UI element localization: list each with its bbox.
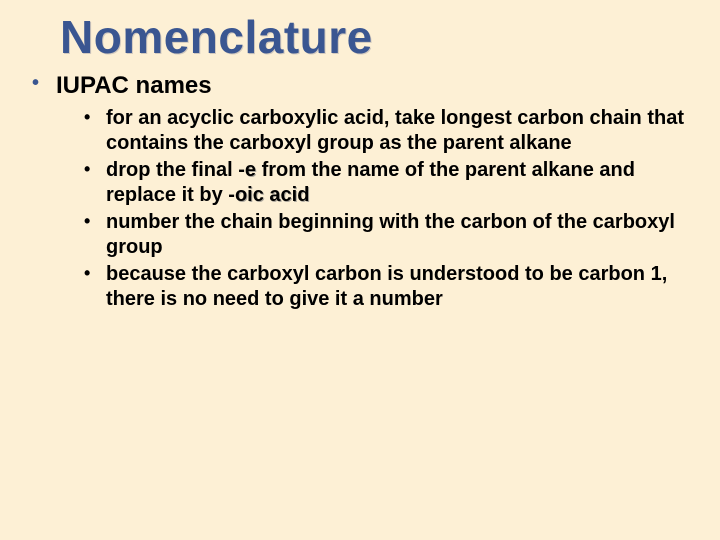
bullet-text: because the carboxyl carbon is understoo…	[106, 263, 667, 310]
list-item: IUPAC names for an acyclic carboxylic ac…	[32, 72, 700, 312]
list-level2: for an acyclic carboxylic acid, take lon…	[56, 106, 700, 312]
section-heading: IUPAC names	[56, 72, 212, 99]
list-level1: IUPAC names for an acyclic carboxylic ac…	[20, 72, 700, 312]
bullet-text: number the chain beginning with the carb…	[106, 211, 675, 258]
list-item: drop the final -e from the name of the p…	[84, 158, 700, 208]
bullet-text: drop the final -	[106, 159, 245, 181]
list-item: number the chain beginning with the carb…	[84, 210, 700, 260]
slide: Nomenclature IUPAC names for an acyclic …	[0, 0, 720, 540]
slide-title: Nomenclature	[60, 10, 700, 64]
list-item: for an acyclic carboxylic acid, take lon…	[84, 106, 700, 156]
emphasis-oic-acid: oic acid	[235, 184, 309, 206]
bullet-text: for an acyclic carboxylic acid, take lon…	[106, 107, 684, 154]
list-item: because the carboxyl carbon is understoo…	[84, 262, 700, 312]
emphasis-e: e	[245, 159, 256, 181]
